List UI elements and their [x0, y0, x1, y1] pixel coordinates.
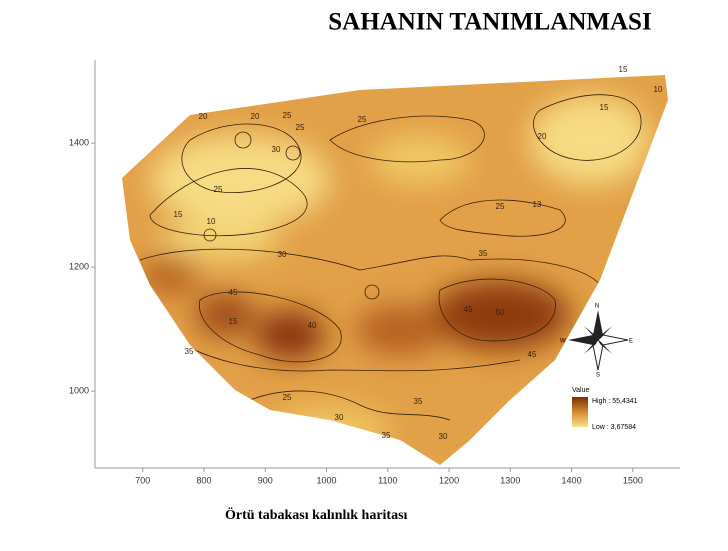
y-tick-label: 1000	[69, 385, 89, 395]
contour-label: 30	[439, 432, 448, 441]
contour-label: 25	[214, 185, 223, 194]
contour-label: 20	[251, 112, 260, 121]
contour-label: 20	[538, 132, 547, 141]
contour-label: 15	[174, 210, 183, 219]
contour-label: 10	[654, 85, 663, 94]
contour-label: 40	[308, 321, 317, 330]
contour-label: 50	[496, 308, 505, 317]
contour-label: 25	[296, 123, 305, 132]
legend-title: Value	[572, 387, 589, 394]
contour-label: 35	[382, 431, 391, 440]
contour-label: 15	[229, 317, 238, 326]
y-tick-label: 1400	[69, 137, 89, 147]
legend-ramp	[572, 397, 588, 427]
x-tick-label: 1400	[562, 475, 582, 485]
contour-label: 30	[278, 250, 287, 259]
contour-label: 20	[199, 112, 208, 121]
compass-e: E	[629, 339, 633, 345]
x-tick-label: 1200	[439, 475, 459, 485]
contour-label: 13	[533, 200, 542, 209]
contour-label: 30	[272, 145, 281, 154]
thickness-surface	[122, 75, 668, 465]
x-tick-label: 1100	[378, 475, 397, 485]
contour-label: 10	[207, 217, 216, 226]
contour-label: 35	[414, 397, 423, 406]
compass-n: N	[595, 304, 599, 310]
legend-high: High : 55,4341	[592, 398, 638, 405]
compass-w: W	[560, 339, 566, 345]
contour-label: 25	[283, 111, 292, 120]
contour-label: 45	[464, 305, 473, 314]
x-tick-label: 700	[135, 475, 150, 485]
contour-label: 45	[229, 288, 238, 297]
legend-low: Low : 3,67584	[592, 424, 636, 431]
contour-label: 25	[283, 393, 292, 402]
x-tick-label: 1500	[623, 475, 643, 485]
x-tick-label: 800	[197, 475, 212, 485]
contour-label: 25	[496, 202, 505, 211]
x-tick-label: 1300	[500, 475, 520, 485]
slide-title: SAHANIN TANIMLANMASI	[328, 9, 651, 36]
x-tick-label: 1000	[317, 475, 337, 485]
north-arrow: N E S W	[560, 304, 633, 379]
caption: Örtü tabakası kalınlık haritası	[225, 506, 408, 523]
contour-label: 35	[479, 249, 488, 258]
x-tick-label: 900	[258, 475, 273, 485]
map-area: 15 20 25 20 30 25 15 20 25 10 25 30 10 15 25 13 35 45 40 50…	[69, 60, 680, 485]
contour-label: 15	[619, 65, 628, 74]
contour-label: 35	[185, 347, 194, 356]
contour-label: 30	[335, 413, 344, 422]
compass-s: S	[596, 373, 600, 379]
contour-label: 15	[600, 103, 609, 112]
legend: Value High : 55,4341 Low : 3,67584	[572, 387, 638, 431]
contour-label: 25	[358, 115, 367, 124]
contour-label: 45	[528, 350, 537, 359]
y-tick-label: 1200	[69, 261, 89, 271]
